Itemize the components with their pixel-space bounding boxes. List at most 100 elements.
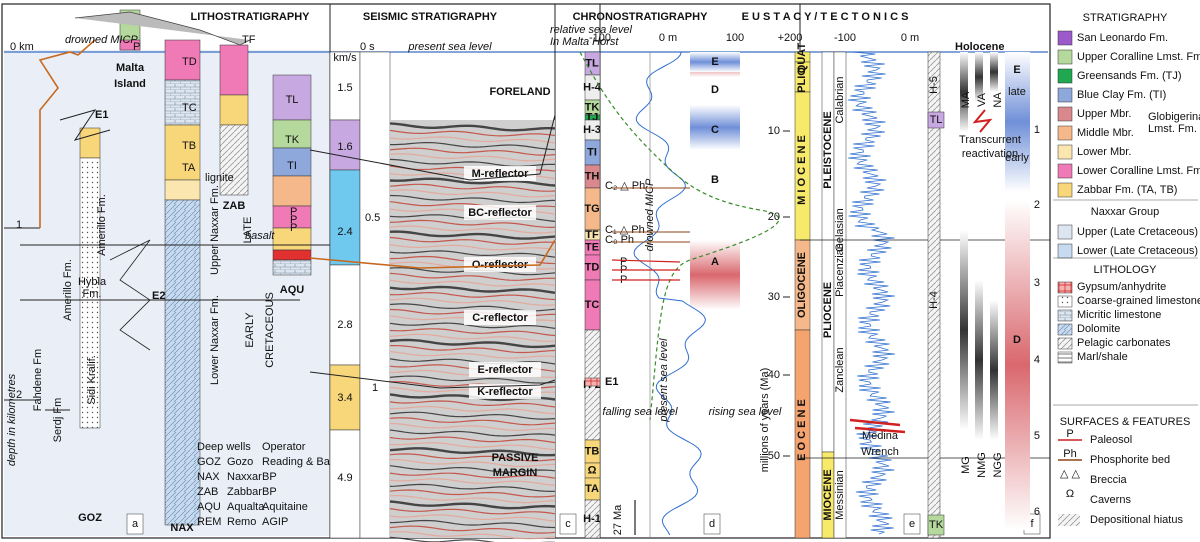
label: e — [909, 518, 915, 530]
label: early — [1005, 152, 1029, 164]
phase — [690, 52, 740, 72]
label: PLIOCENE — [822, 282, 834, 338]
shape — [389, 519, 556, 529]
phase — [690, 105, 740, 150]
label: Breccia — [1090, 474, 1128, 486]
label: basalt — [245, 230, 275, 242]
label: C₀ Ph — [605, 234, 634, 246]
label: 0.5 — [365, 212, 380, 224]
label: Micritic limestone — [1077, 309, 1161, 321]
label: late — [1008, 86, 1026, 98]
label: MARGIN — [493, 467, 538, 479]
legend-swatch — [1057, 125, 1073, 141]
shape — [389, 297, 556, 306]
label: 5 — [1034, 430, 1040, 442]
shape — [389, 489, 556, 498]
shape — [389, 525, 556, 534]
label: BP — [262, 471, 277, 483]
label: Malta — [116, 62, 145, 74]
label: Amerillo Fm. — [62, 259, 74, 321]
label: drowned MICP — [644, 178, 656, 251]
label: NA — [992, 92, 1004, 108]
label-bg — [469, 362, 541, 377]
shape — [389, 136, 556, 144]
label: Island — [114, 78, 146, 90]
label: ZAB — [197, 486, 218, 498]
label: TE — [585, 241, 599, 253]
label: TK — [285, 134, 300, 146]
bar — [960, 230, 968, 430]
shape — [389, 272, 556, 281]
label: LITHOLOGY — [1094, 264, 1158, 276]
shape — [389, 447, 556, 457]
label: Serdj Fm — [52, 398, 64, 443]
shape — [633, 51, 706, 536]
label: H-1 — [583, 513, 601, 525]
label: 0 km — [10, 41, 34, 53]
block — [272, 147, 312, 177]
block — [329, 119, 361, 171]
label: 1.6 — [337, 141, 352, 153]
label: TI — [587, 146, 597, 158]
label: P — [290, 206, 297, 218]
label: VA — [976, 92, 988, 107]
label: C-reflector — [472, 312, 528, 324]
label: GOZ — [197, 456, 221, 468]
label: EARLY — [244, 312, 256, 348]
label: TB — [182, 140, 196, 152]
legend-swatch — [1057, 243, 1073, 259]
label: depth in kilometres — [6, 373, 18, 466]
label: Depositional hiatus — [1090, 514, 1183, 526]
shape — [389, 189, 556, 198]
label-bg — [469, 384, 541, 399]
label: Lower Mbr. — [1077, 146, 1131, 158]
shape — [389, 429, 556, 437]
shape — [390, 345, 556, 354]
legend-swatch — [1057, 30, 1073, 46]
label: Sidi Kralif. — [86, 355, 98, 405]
shape — [389, 508, 556, 515]
shape — [389, 279, 556, 287]
label: 3 — [1034, 277, 1040, 289]
label: 40 — [768, 369, 780, 381]
label: Coarse-grained limestone — [1077, 295, 1200, 307]
label: -100 — [834, 32, 856, 44]
label: D — [711, 84, 719, 96]
block — [927, 51, 941, 539]
label: NMG — [976, 452, 988, 478]
label: Amerillo Fm. — [96, 194, 108, 256]
label: MG — [960, 456, 972, 474]
block — [329, 264, 361, 366]
shape — [389, 250, 556, 258]
label: C₂ △ Ph — [605, 180, 645, 192]
bar — [990, 300, 998, 440]
label: Dolomite — [1077, 323, 1120, 335]
label: Lower Coralline Lmst. Fm. — [1077, 165, 1200, 177]
label: Ω — [588, 464, 597, 476]
label: -100 — [589, 32, 611, 44]
label: P — [1066, 428, 1073, 440]
shape — [389, 358, 556, 365]
label: △ △ — [1060, 468, 1081, 480]
label: Transcurrent — [959, 134, 1021, 146]
shape — [389, 436, 556, 444]
label: rising sea level — [709, 406, 782, 418]
label: In Malta Horst — [550, 36, 619, 48]
block — [79, 127, 101, 159]
label: 100 — [726, 32, 744, 44]
label: M I O C E N E — [796, 135, 808, 205]
label: TA — [585, 483, 599, 495]
label: Piacenzian — [834, 243, 846, 297]
label: 1.5 — [337, 82, 352, 94]
shape — [309, 114, 556, 181]
label: Phosphorite bed — [1090, 454, 1170, 466]
label: relative sea level — [550, 24, 632, 36]
block — [79, 157, 101, 429]
label: E1 — [95, 109, 108, 121]
shape — [389, 472, 556, 479]
block — [794, 329, 811, 539]
block — [329, 429, 361, 539]
block — [927, 111, 945, 129]
label: Holocene — [955, 41, 1005, 53]
label-bg — [464, 205, 536, 220]
